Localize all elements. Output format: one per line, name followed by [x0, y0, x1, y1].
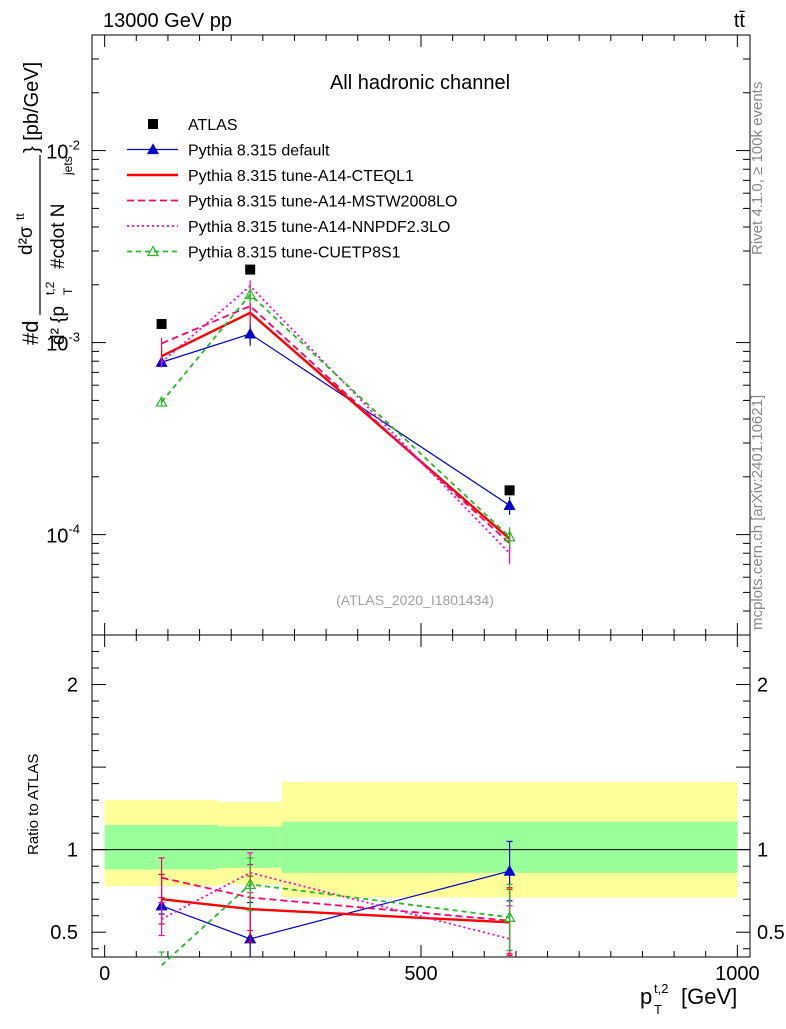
- x-label-unit: [GeV]: [681, 984, 737, 1009]
- process-label: tt̄: [734, 10, 746, 32]
- mc-series-main: [155, 280, 516, 564]
- y-label-denominator: d² {p: [48, 306, 69, 345]
- atlas-point-1: [245, 264, 256, 275]
- legend-label-1: Pythia 8.315 tune-A14-CTEQL1: [188, 168, 414, 185]
- y-label-denominator-rest-sub: jets: [61, 156, 75, 176]
- legend-label-3: Pythia 8.315 tune-A14-NNPDF2.3LO: [188, 219, 450, 236]
- y-axis-label: #d d²σ tt } [pb/GeV] d² {p T t,2 #cdot N…: [13, 62, 75, 345]
- series-line-main-0: [161, 333, 510, 506]
- atlas-point-0: [156, 318, 167, 329]
- legend: ATLAS Pythia 8.315 default Pythia 8.315 tu…: [127, 117, 457, 262]
- series-marker-main-4-1: [244, 288, 257, 300]
- mc-series-ratio: [155, 840, 516, 966]
- y-label-denominator-sub: T: [61, 287, 75, 295]
- series-marker-main-4-0: [155, 395, 168, 407]
- y-tick-label--4: 10-4: [46, 522, 80, 548]
- ratio-tick-label-right-2: 2: [757, 675, 768, 697]
- legend-label-2: Pythia 8.315 tune-A14-MSTW2008LO: [188, 194, 457, 211]
- site-label: mcplots.cern.ch [arXiv:2401.10621]: [749, 395, 766, 630]
- legend-label-4: Pythia 8.315 tune-CUETP8S1: [188, 245, 401, 262]
- ratio-tick-label-right-1: 1: [757, 840, 768, 862]
- ratio-tick-label-right-0.5: 0.5: [757, 922, 785, 944]
- series-marker-ratio-4-2: [503, 911, 516, 922]
- atlas-data-points: [156, 264, 515, 496]
- x-label-sup: t,2: [654, 981, 668, 996]
- legend-marker-0: [146, 143, 160, 155]
- x-tick-label-500: 500: [404, 963, 437, 985]
- series-marker-main-0-2: [503, 499, 516, 510]
- ratio-uncertainty-bands: [104, 781, 738, 898]
- x-label-sub: T: [654, 1002, 662, 1017]
- series-marker-ratio-4-1: [244, 878, 257, 889]
- atlas-point-2: [504, 485, 515, 496]
- legend-label-0: Pythia 8.315 default: [188, 143, 330, 160]
- y-tick-label--2: 10-2: [46, 138, 80, 164]
- rivet-label: Rivet 4.1.0, ≥ 100k events: [749, 82, 766, 255]
- series-marker-main-4-2: [503, 530, 516, 542]
- legend-marker-4: [146, 245, 160, 257]
- series-marker-ratio-0-2: [503, 864, 516, 876]
- y-label-bracket: } [pb/GeV]: [21, 62, 43, 153]
- ratio-tick-label-left-1: 1: [67, 840, 78, 862]
- energy-label: 13000 GeV pp: [103, 10, 232, 32]
- x-label-main: p: [640, 984, 652, 1009]
- x-axis-label: p T t,2 [GeV]: [640, 981, 737, 1017]
- series-line-main-3: [161, 284, 511, 554]
- ratio-y-axis-label: Ratio to ATLAS: [25, 754, 42, 855]
- series-line-main-1: [161, 311, 511, 540]
- analysis-label: (ATLAS_2020_I1801434): [336, 592, 494, 608]
- ratio-tick-label-left-2: 2: [67, 675, 78, 697]
- ratio-tick-label-left-0.5: 0.5: [50, 922, 78, 944]
- y-label-denominator-sup: t,2: [43, 281, 57, 295]
- y-label-denominator-rest: #cdot N: [48, 204, 69, 269]
- legend-label-atlas: ATLAS: [188, 117, 238, 134]
- axis-ticks: [92, 34, 750, 957]
- y-label-numerator: d²σ: [16, 226, 37, 255]
- legend-marker-atlas: [148, 119, 158, 129]
- y-label-numerator-sup: tt: [13, 213, 27, 220]
- y-label-prefix: #d: [18, 321, 43, 345]
- chart-title: All hadronic channel: [330, 72, 510, 94]
- axis-tick-labels: 0 500 1000 10-2 10-3 10-4 0.5 0.5 1 1 2 2: [46, 138, 785, 985]
- series-line-main-2: [161, 305, 511, 545]
- y-tick-label--3: 10-3: [46, 330, 80, 356]
- x-tick-label-0: 0: [99, 963, 110, 985]
- x-tick-label-1000: 1000: [715, 963, 760, 985]
- series-marker-main-0-1: [244, 327, 257, 339]
